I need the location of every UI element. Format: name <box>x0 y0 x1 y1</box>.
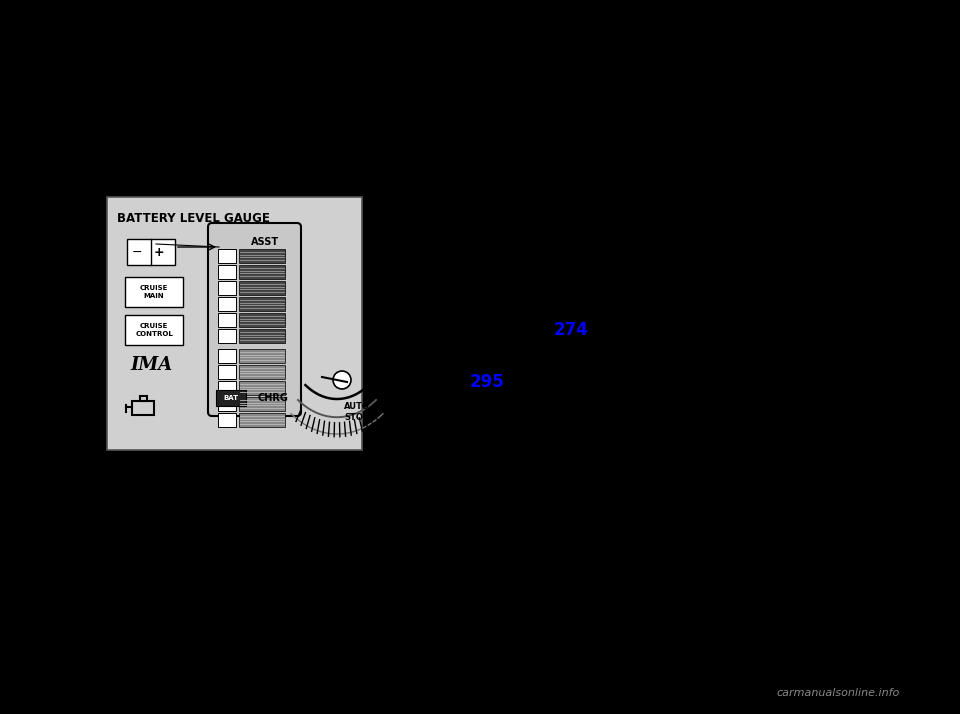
Bar <box>239 265 285 279</box>
Bar <box>218 381 236 395</box>
Bar <box>239 365 285 379</box>
Bar <box>218 397 236 411</box>
FancyBboxPatch shape <box>208 223 301 416</box>
Text: CHRG: CHRG <box>258 393 289 403</box>
Bar <box>239 329 285 343</box>
Bar <box>125 277 183 307</box>
Text: +: + <box>154 246 164 258</box>
Bar <box>239 313 285 327</box>
Bar <box>218 365 236 379</box>
Bar <box>239 413 285 427</box>
Bar <box>218 329 236 343</box>
Bar <box>239 349 285 363</box>
Bar <box>218 413 236 427</box>
Bar <box>218 265 236 279</box>
Bar <box>239 381 285 395</box>
Text: 1: 1 <box>408 283 421 301</box>
Bar <box>218 313 236 327</box>
Bar <box>127 239 175 265</box>
Bar <box>107 197 362 450</box>
Bar <box>216 390 246 406</box>
Text: 295: 295 <box>470 373 505 391</box>
Bar <box>239 397 285 411</box>
Bar <box>218 349 236 363</box>
Text: −: − <box>132 246 142 258</box>
Circle shape <box>333 371 351 389</box>
Text: CRUISE
CONTROL: CRUISE CONTROL <box>135 323 173 337</box>
Bar <box>239 249 285 263</box>
Text: IMA: IMA <box>131 356 173 374</box>
Text: 274: 274 <box>554 321 588 339</box>
Text: BATTERY LEVEL GAUGE: BATTERY LEVEL GAUGE <box>117 213 270 226</box>
Text: BAT: BAT <box>224 395 239 401</box>
Bar <box>218 249 236 263</box>
Bar <box>125 315 183 345</box>
Bar <box>140 396 147 401</box>
Text: AUTO
STOP: AUTO STOP <box>344 402 370 422</box>
Bar <box>239 297 285 311</box>
Bar <box>218 281 236 295</box>
Bar <box>218 297 236 311</box>
Bar <box>132 401 154 415</box>
Bar <box>239 281 285 295</box>
Text: CRUISE
MAIN: CRUISE MAIN <box>140 286 168 298</box>
Text: ASST: ASST <box>251 237 278 247</box>
Text: carmanualsonline.info: carmanualsonline.info <box>777 688 900 698</box>
